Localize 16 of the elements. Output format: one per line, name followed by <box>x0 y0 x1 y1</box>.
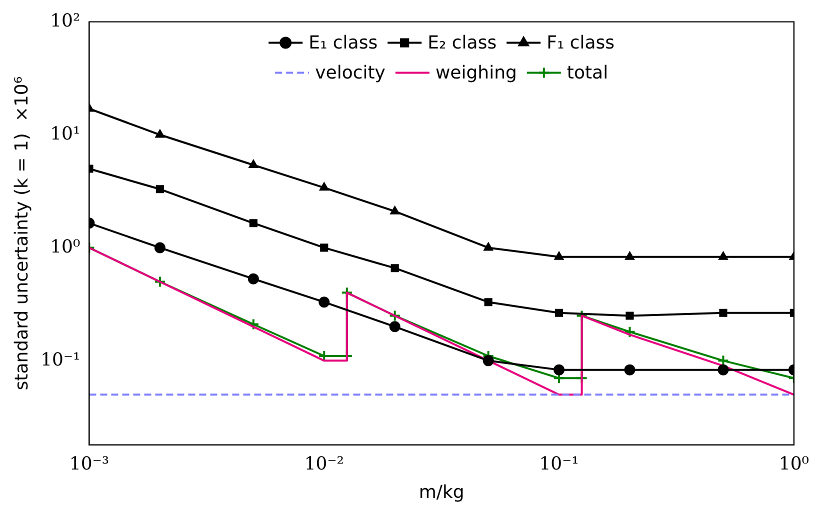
legend-label: weighing <box>435 62 517 84</box>
legend-label: F₁ class <box>546 32 615 54</box>
y-tick-label: 10² <box>50 10 80 32</box>
legend-label: E₁ class <box>308 32 378 54</box>
legend-label: E₂ class <box>428 32 497 54</box>
y-tick-label: 10⁰ <box>50 236 80 258</box>
x-tick-label: 10⁻³ <box>69 453 110 474</box>
y-axis-title: standard uncertainty (k = 1) ×10⁶ <box>11 76 32 390</box>
x-tick-label: 10⁻¹ <box>539 453 579 474</box>
legend-label: velocity <box>315 62 386 84</box>
x-tick-label: 10⁻² <box>304 453 344 474</box>
x-axis-title: m/kg <box>418 482 464 503</box>
y-tick-label: 10¹ <box>50 123 80 144</box>
x-tick-label: 10⁰ <box>778 453 809 474</box>
y-tick-label: 10⁻¹ <box>40 349 80 370</box>
legend-label: total <box>566 62 608 84</box>
